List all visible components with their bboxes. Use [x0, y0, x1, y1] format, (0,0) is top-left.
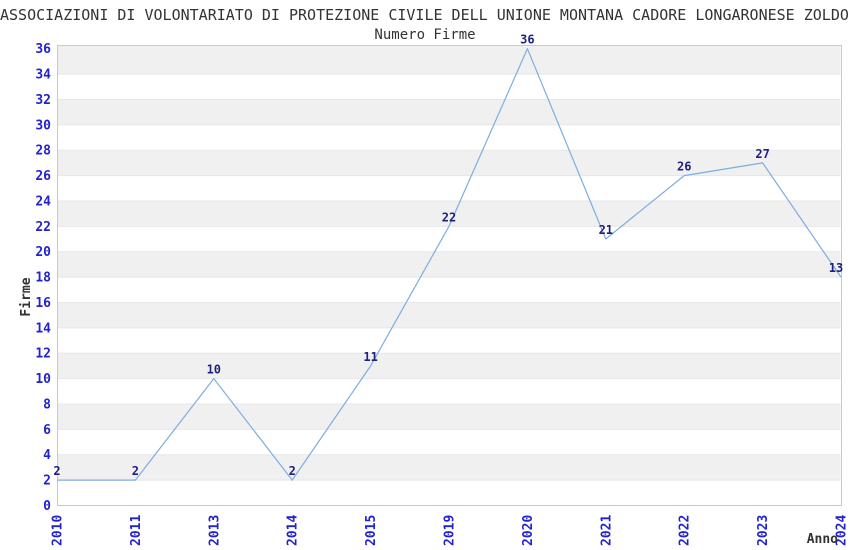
x-tick-label: 2015	[364, 515, 379, 546]
y-tick-label: 2	[43, 474, 51, 489]
y-axis-title: Firme	[19, 277, 34, 316]
y-tick-label: 14	[35, 321, 51, 336]
data-point-label: 26	[677, 160, 691, 174]
y-tick-label: 16	[35, 296, 51, 311]
y-tick-label: 20	[35, 245, 51, 260]
data-line	[57, 48, 842, 481]
x-tick-label: 2020	[521, 515, 536, 546]
x-tick-label: 2021	[599, 515, 614, 546]
data-point-label: 13	[829, 261, 843, 275]
y-tick-label: 26	[35, 169, 51, 184]
grid-band	[57, 200, 841, 227]
x-tick-label: 2023	[756, 515, 771, 546]
data-point-label: 22	[442, 210, 456, 224]
y-tick-label: 34	[35, 68, 51, 83]
y-tick-label: 28	[35, 144, 51, 159]
y-tick-label: 4	[43, 448, 51, 463]
x-axis-title: Anno	[807, 532, 838, 547]
y-tick-label: 12	[35, 347, 51, 362]
y-tick-label: 0	[43, 499, 51, 514]
chart-title: ASSOCIAZIONI DI VOLONTARIATO DI PROTEZIO…	[0, 6, 850, 24]
grid-band	[57, 45, 841, 75]
x-tick-label: 2022	[678, 515, 693, 546]
y-tick-label: 6	[43, 423, 51, 438]
grid-band	[57, 251, 841, 278]
y-tick-label: 36	[35, 42, 51, 57]
chart-subtitle: Numero Firme	[374, 27, 476, 43]
data-point-label: 2	[53, 464, 60, 478]
y-tick-label: 24	[35, 194, 51, 209]
y-tick-label: 10	[35, 372, 51, 387]
plot-border	[57, 45, 842, 506]
x-tick-label: 2011	[129, 515, 144, 546]
grid-band	[57, 454, 841, 481]
y-tick-label: 30	[35, 118, 51, 133]
x-tick-label: 2014	[286, 515, 301, 546]
data-point-label: 2	[132, 464, 139, 478]
data-point-label: 21	[599, 223, 613, 237]
data-point-label: 36	[520, 33, 534, 47]
x-tick-label: 2013	[207, 515, 222, 546]
y-tick-label: 18	[35, 271, 51, 286]
grid-band	[57, 150, 841, 176]
grid-band	[57, 403, 841, 430]
data-point-label: 10	[207, 363, 221, 377]
x-tick-label: 2010	[51, 515, 66, 546]
grid-band	[57, 99, 841, 125]
data-point-label: 2	[289, 464, 296, 478]
y-tick-label: 22	[35, 220, 51, 235]
x-tick-label: 2019	[443, 515, 458, 546]
y-tick-label: 32	[35, 93, 51, 108]
y-tick-label: 8	[43, 397, 51, 412]
grid-band	[57, 353, 841, 379]
x-tick-label: 2024	[835, 515, 850, 546]
data-point-label: 27	[755, 147, 769, 161]
data-point-label: 11	[363, 350, 377, 364]
grid-band	[57, 302, 841, 328]
